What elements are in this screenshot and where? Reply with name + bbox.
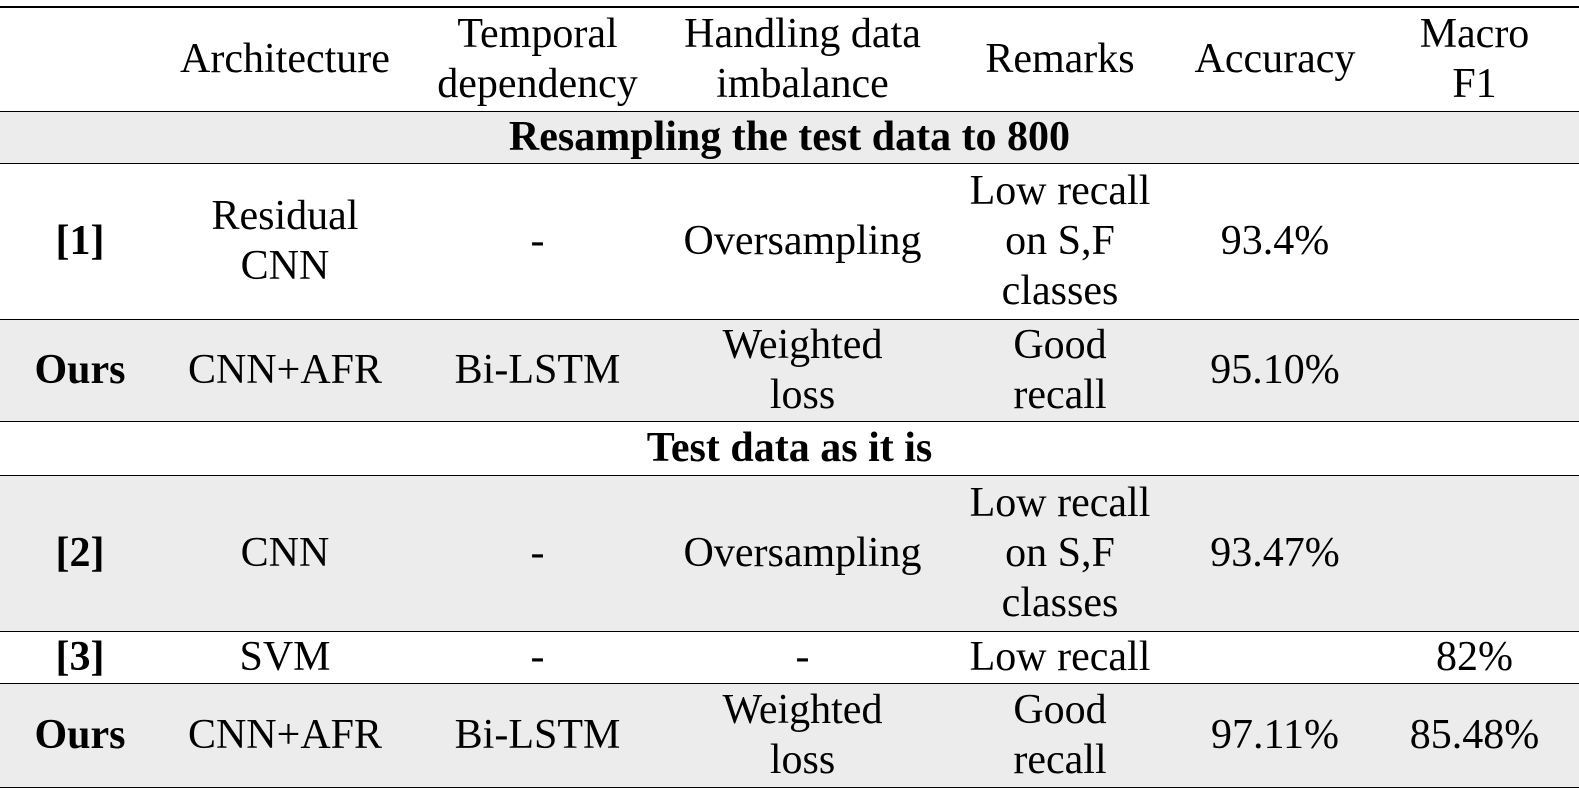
- cell-line: on S,F: [1005, 530, 1115, 576]
- cell-line: loss: [769, 737, 836, 783]
- data-cell: Low recall on S,F classes: [940, 162, 1180, 320]
- data-cell: [1370, 162, 1579, 320]
- cell-line: recall: [1013, 737, 1107, 783]
- data-cell: 85.48%: [1370, 682, 1579, 788]
- data-cell: [1370, 318, 1579, 422]
- data-cell: 93.4%: [1180, 162, 1370, 320]
- cell-line: Temporal: [457, 11, 618, 58]
- cell-line: CNN: [240, 243, 330, 289]
- data-row: Ours CNN+AFR Bi-LSTM Weighted loss Good recall…: [0, 318, 1579, 422]
- section-title: Test data as it is: [0, 420, 1579, 476]
- header-row: Architecture Temporal dependency Handling d…: [0, 6, 1579, 112]
- data-cell: SVM: [160, 630, 410, 684]
- section-title: Resampling the test data to 800: [0, 110, 1579, 164]
- cell-line: on S,F: [1005, 218, 1115, 264]
- section-row: Test data as it is: [0, 420, 1579, 476]
- row-label: Ours: [0, 318, 160, 422]
- data-cell: Oversampling: [665, 474, 940, 632]
- row-label: [1]: [0, 162, 160, 320]
- cell-line: classes: [1001, 580, 1119, 626]
- row-label: [3]: [0, 630, 160, 684]
- data-cell: Low recall: [940, 630, 1180, 684]
- page: Architecture Temporal dependency Handling d…: [0, 6, 1579, 804]
- header-cell: Temporal dependency: [410, 6, 665, 112]
- cell-line: F1: [1452, 61, 1497, 108]
- data-cell: 82%: [1370, 630, 1579, 684]
- data-cell: Weighted loss: [665, 682, 940, 788]
- cell-line: recall: [1013, 372, 1107, 418]
- data-cell: Residual CNN: [160, 162, 410, 320]
- data-row: [3] SVM - - Low recall 82%: [0, 630, 1579, 684]
- data-cell: CNN+AFR: [160, 682, 410, 788]
- data-cell: Bi-LSTM: [410, 682, 665, 788]
- cell-line: Low recall: [969, 168, 1151, 214]
- data-cell: 95.10%: [1180, 318, 1370, 422]
- row-label: Ours: [0, 682, 160, 788]
- cell-line: Handling data: [684, 11, 921, 58]
- cell-line: Weighted: [722, 322, 883, 368]
- header-cell: Accuracy: [1180, 6, 1370, 112]
- cell-line: dependency: [437, 61, 638, 108]
- table-body: Resampling the test data to 800 [1] Residu…: [0, 110, 1579, 788]
- cell-line: Good: [1013, 687, 1107, 733]
- header-cell: Macro F1: [1370, 6, 1579, 112]
- data-row: [2] CNN - Oversampling Low recall on S,F class…: [0, 474, 1579, 632]
- data-cell: -: [410, 474, 665, 632]
- section-row: Resampling the test data to 800: [0, 110, 1579, 164]
- data-cell: [1180, 630, 1370, 684]
- data-cell: -: [665, 630, 940, 684]
- header-cell: Remarks: [940, 6, 1180, 112]
- data-cell: Good recall: [940, 318, 1180, 422]
- data-cell: -: [410, 630, 665, 684]
- data-row: Ours CNN+AFR Bi-LSTM Weighted loss Good recall…: [0, 682, 1579, 788]
- data-cell: CNN: [160, 474, 410, 632]
- data-cell: 93.47%: [1180, 474, 1370, 632]
- data-cell: Weighted loss: [665, 318, 940, 422]
- data-row: [1] Residual CNN - Oversampling Low recall on …: [0, 162, 1579, 320]
- header-cell: [0, 6, 160, 112]
- data-cell: [1370, 474, 1579, 632]
- header-cell: Architecture: [160, 6, 410, 112]
- cell-line: Residual: [211, 193, 359, 239]
- row-label: [2]: [0, 474, 160, 632]
- data-cell: Good recall: [940, 682, 1180, 788]
- header-cell: Handling data imbalance: [665, 6, 940, 112]
- cell-line: loss: [769, 372, 836, 418]
- data-cell: Bi-LSTM: [410, 318, 665, 422]
- cell-line: Macro: [1419, 11, 1530, 58]
- data-cell: CNN+AFR: [160, 318, 410, 422]
- data-cell: -: [410, 162, 665, 320]
- data-cell: 97.11%: [1180, 682, 1370, 788]
- cell-line: Weighted: [722, 687, 883, 733]
- data-cell: Oversampling: [665, 162, 940, 320]
- cell-line: classes: [1001, 268, 1119, 314]
- cell-line: imbalance: [716, 61, 889, 108]
- cell-line: Low recall: [969, 480, 1151, 526]
- comparison-table: Architecture Temporal dependency Handling d…: [0, 6, 1579, 788]
- table-header: Architecture Temporal dependency Handling d…: [0, 6, 1579, 112]
- data-cell: Low recall on S,F classes: [940, 474, 1180, 632]
- cell-line: Good: [1013, 322, 1107, 368]
